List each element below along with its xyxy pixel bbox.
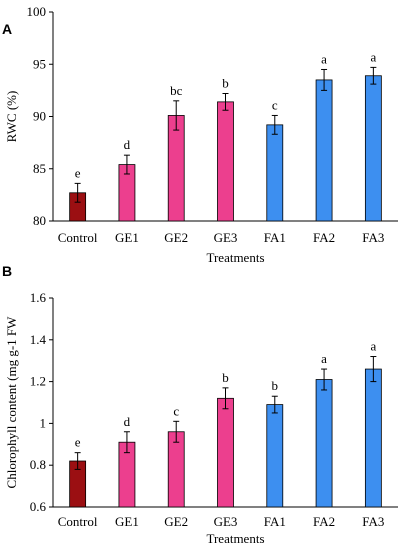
y-tick-label: 100 (27, 4, 47, 19)
significance-letter: a (321, 351, 327, 366)
x-tick-label: FA2 (313, 230, 335, 245)
bar-fa1 (266, 404, 284, 508)
y-tick-label: 80 (33, 213, 46, 228)
y-tick-label: 1 (40, 415, 47, 430)
x-tick-label: FA1 (264, 514, 286, 529)
x-tick-label: Control (58, 230, 98, 245)
panel-b-x-axis-title: Treatments (206, 531, 264, 546)
panel-b-chlorophyll-chart: B Chlorophyll content (mg g-1 FW Treatme… (2, 263, 398, 546)
significance-letter: a (370, 339, 376, 354)
significance-letter: e (75, 165, 81, 180)
significance-letter: bc (170, 83, 183, 98)
bar-ge2 (167, 115, 185, 222)
significance-letter: b (222, 370, 229, 385)
x-tick-label: GE3 (214, 514, 238, 529)
y-tick-label: 85 (33, 161, 46, 176)
y-tick-label: 1.6 (30, 290, 47, 305)
significance-letter: b (272, 378, 279, 393)
bar-fa2 (315, 79, 333, 222)
significance-letter: d (124, 414, 131, 429)
x-tick-label: FA3 (362, 514, 384, 529)
panel-a-x-axis-title: Treatments (206, 250, 264, 265)
x-tick-label: GE2 (164, 230, 188, 245)
panel-b-letter: B (2, 263, 12, 279)
x-tick-label: FA2 (313, 514, 335, 529)
significance-letter: d (124, 137, 131, 152)
bar-fa3 (364, 75, 382, 222)
x-tick-label: Control (58, 514, 98, 529)
bar-ge3 (217, 397, 234, 508)
y-tick-label: 95 (33, 56, 46, 71)
panel-b-y-axis-title: Chlorophyll content (mg g-1 FW (4, 316, 19, 489)
significance-letter: a (321, 51, 327, 66)
significance-letter: c (173, 403, 179, 418)
bar-fa1 (266, 124, 284, 222)
y-tick-label: 1.4 (30, 332, 47, 347)
bar-fa3 (364, 368, 382, 508)
significance-letter: c (272, 97, 278, 112)
x-tick-label: GE1 (115, 230, 139, 245)
x-tick-label: GE2 (164, 514, 188, 529)
panel-a-y-axis-title: RWC (%) (4, 91, 19, 143)
y-tick-label: 0.8 (30, 457, 46, 472)
x-tick-label: GE1 (115, 514, 139, 529)
y-tick-label: 1.2 (30, 374, 46, 389)
x-tick-label: FA3 (362, 230, 384, 245)
x-tick-label: FA1 (264, 230, 286, 245)
bar-ge3 (217, 101, 234, 222)
panel-a-rwc-chart: A RWC (%) Treatments 80 85 90 95 100 e Control… (2, 4, 398, 265)
bar-ge2 (167, 431, 185, 508)
significance-letter: a (370, 49, 376, 64)
significance-letter: e (75, 435, 81, 450)
x-tick-label: GE3 (214, 230, 238, 245)
panel-a-letter: A (2, 21, 12, 37)
y-tick-label: 0.6 (30, 499, 47, 514)
y-tick-label: 90 (33, 109, 46, 124)
bar-fa2 (315, 379, 333, 508)
significance-letter: b (222, 76, 229, 91)
